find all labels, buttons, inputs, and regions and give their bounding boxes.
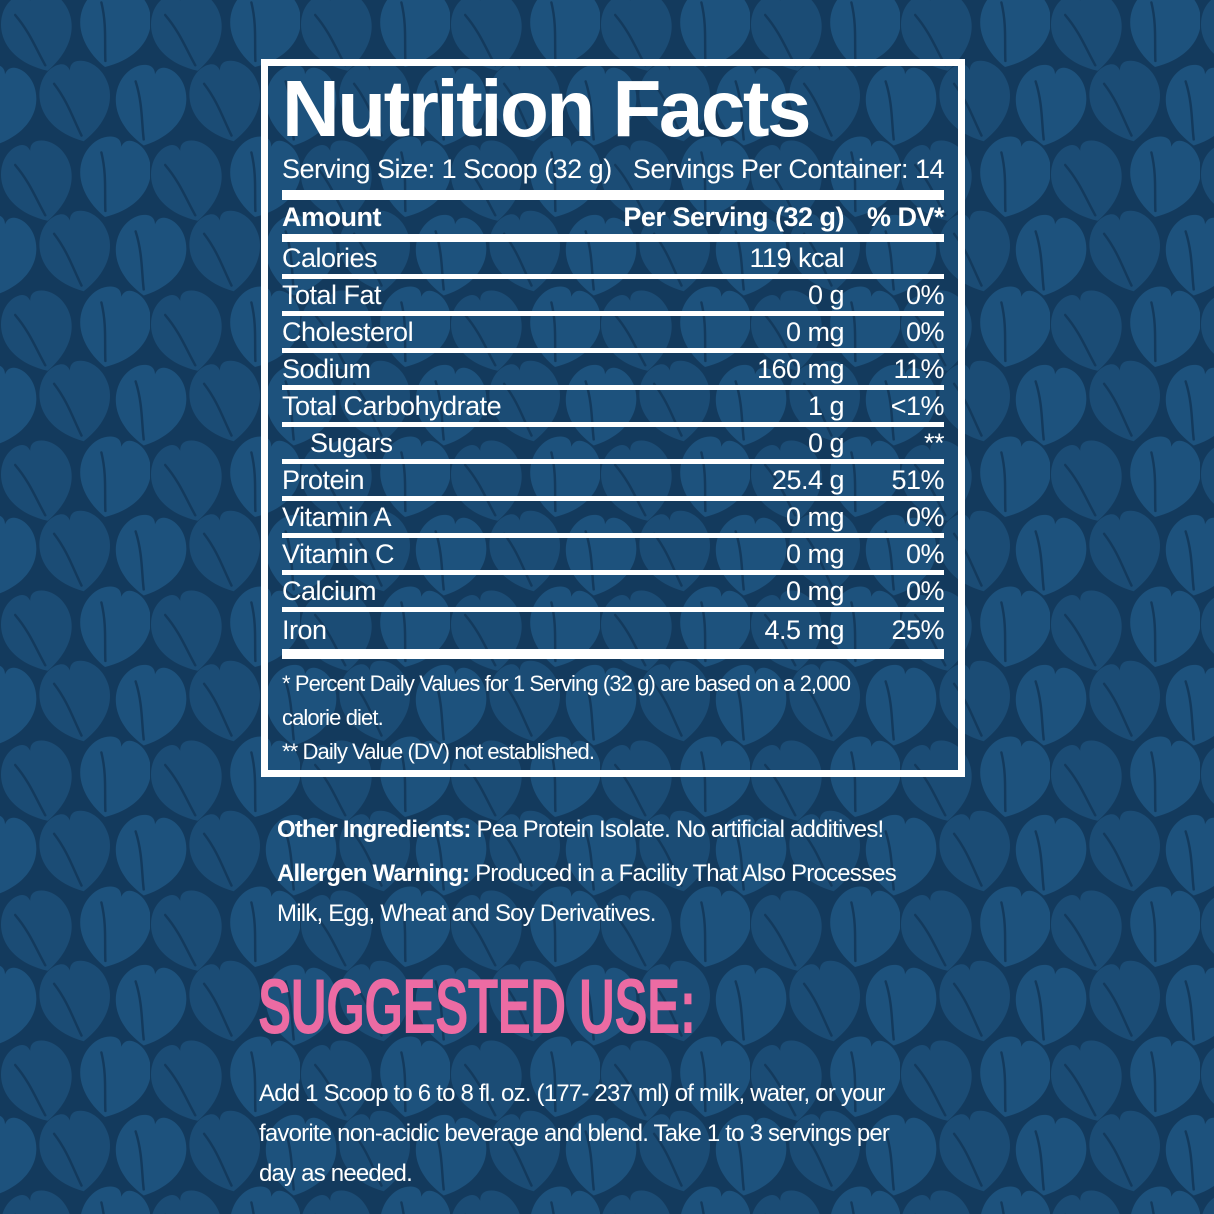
header-amount: Amount [282, 201, 381, 232]
nutrient-label: Protein [282, 464, 365, 495]
nutrient-amount: 0 g [807, 427, 845, 458]
footnote-dv-line2: calorie diet. [282, 705, 384, 730]
nutrient-dv: 0% [905, 501, 945, 532]
nutrient-label: Sodium [282, 353, 371, 384]
nutrient-label: Vitamin C [282, 538, 395, 569]
suggested-use-text: Add 1 Scoop to 6 to 8 fl. oz. (177- 237 … [259, 1074, 1159, 1194]
nutrition-facts-panel: Nutrition Facts Serving Size: 1 Scoop (3… [261, 59, 965, 777]
nutrient-amount: 4.5 mg [764, 615, 844, 645]
nutrient-label: Iron [282, 615, 327, 645]
nutrient-dv: 0% [905, 279, 945, 310]
footnote-dv-line1: * Percent Daily Values for 1 Serving (32… [282, 671, 851, 696]
nutrient-label: Calories [282, 242, 378, 273]
nutrient-dv: 51% [891, 464, 944, 495]
nutrient-amount: 0 mg [785, 316, 845, 347]
nutrient-amount: 0 mg [785, 538, 845, 569]
nutrient-dv: 0% [905, 538, 945, 569]
divider-bar [282, 649, 944, 659]
nutrient-amount: 0 mg [785, 575, 845, 606]
divider-bar [282, 190, 944, 200]
footnote-not-established: ** Daily Value (DV) not established. [282, 739, 595, 764]
allergen-warning: Allergen Warning: Produced in a Facility… [277, 854, 1157, 934]
nutrient-label: Calcium [282, 575, 377, 606]
nutrient-label: Cholesterol [282, 316, 414, 347]
serving-info-row: Serving Size: 1 Scoop (32 g) Servings Pe… [282, 154, 945, 184]
header-dv: % DV* [866, 201, 945, 232]
usage-line1: Add 1 Scoop to 6 to 8 fl. oz. (177- 237 … [259, 1080, 885, 1107]
suggested-use-heading: SUGGESTED USE: [258, 962, 696, 1050]
table-header-row: Amount Per Serving (32 g) % DV* [282, 200, 945, 234]
usage-line3: day as needed. [259, 1160, 413, 1187]
nutrient-label: Vitamin A [282, 501, 392, 532]
other-ingredients: Other Ingredients: Pea Protein Isolate. … [277, 811, 1157, 849]
nutrient-dv: 0% [905, 316, 945, 347]
allergen-line2: Milk, Egg, Wheat and Soy Derivatives. [277, 900, 656, 927]
nutrient-dv: ** [923, 427, 945, 458]
other-ingredients-text: Pea Protein Isolate. No artificial addit… [476, 816, 885, 843]
row-cholesterol: Cholesterol 0 mg 0% [282, 316, 945, 353]
nutrient-label: Total Fat [282, 279, 382, 310]
row-iron: Iron 4.5 mg 25% [282, 612, 945, 649]
allergen-text1: Produced in a Facility That Also Process… [475, 860, 897, 887]
nutrient-amount: 119 kcal [749, 242, 844, 273]
nutrient-amount: 1 g [807, 390, 845, 421]
nutrient-amount: 0 g [807, 279, 845, 310]
nutrient-dv: 25% [891, 615, 944, 645]
nutrient-amount: 160 mg [756, 353, 845, 384]
nutrient-dv: <1% [890, 390, 945, 421]
row-calcium: Calcium 0 mg 0% [282, 575, 945, 612]
nutrient-amount: 25.4 g [771, 464, 845, 495]
nutrient-dv: 0% [905, 575, 945, 606]
row-total-fat: Total Fat 0 g 0% [282, 279, 945, 316]
row-sugars: Sugars 0 g ** [282, 427, 945, 464]
panel-title: Nutrition Facts [282, 64, 811, 153]
row-total-carbohydrate: Total Carbohydrate 1 g <1% [282, 390, 945, 427]
row-vitamin-a: Vitamin A 0 mg 0% [282, 501, 945, 538]
allergen-label: Allergen Warning: [277, 860, 470, 887]
header-per-serving: Per Serving (32 g) [623, 201, 844, 232]
row-protein: Protein 25.4 g 51% [282, 464, 945, 501]
row-sodium: Sodium 160 mg 11% [282, 353, 945, 390]
nutrient-dv: 11% [893, 353, 944, 384]
usage-line2: favorite non-acidic beverage and blend. … [259, 1120, 890, 1147]
serving-size: Serving Size: 1 Scoop (32 g) [282, 154, 612, 184]
nutrient-amount: 0 mg [785, 501, 845, 532]
other-ingredients-label: Other Ingredients: [277, 816, 471, 843]
nutrient-label: Sugars [310, 427, 393, 458]
row-calories: Calories 119 kcal [282, 242, 944, 279]
row-vitamin-c: Vitamin C 0 mg 0% [282, 538, 945, 575]
footnotes: * Percent Daily Values for 1 Serving (32… [282, 667, 944, 769]
nutrient-label: Total Carbohydrate [282, 390, 502, 421]
allergen-line1: Allergen Warning: Produced in a Facility… [277, 854, 1157, 894]
divider-bar [282, 234, 944, 242]
servings-per-container: Servings Per Container: 14 [632, 154, 945, 184]
